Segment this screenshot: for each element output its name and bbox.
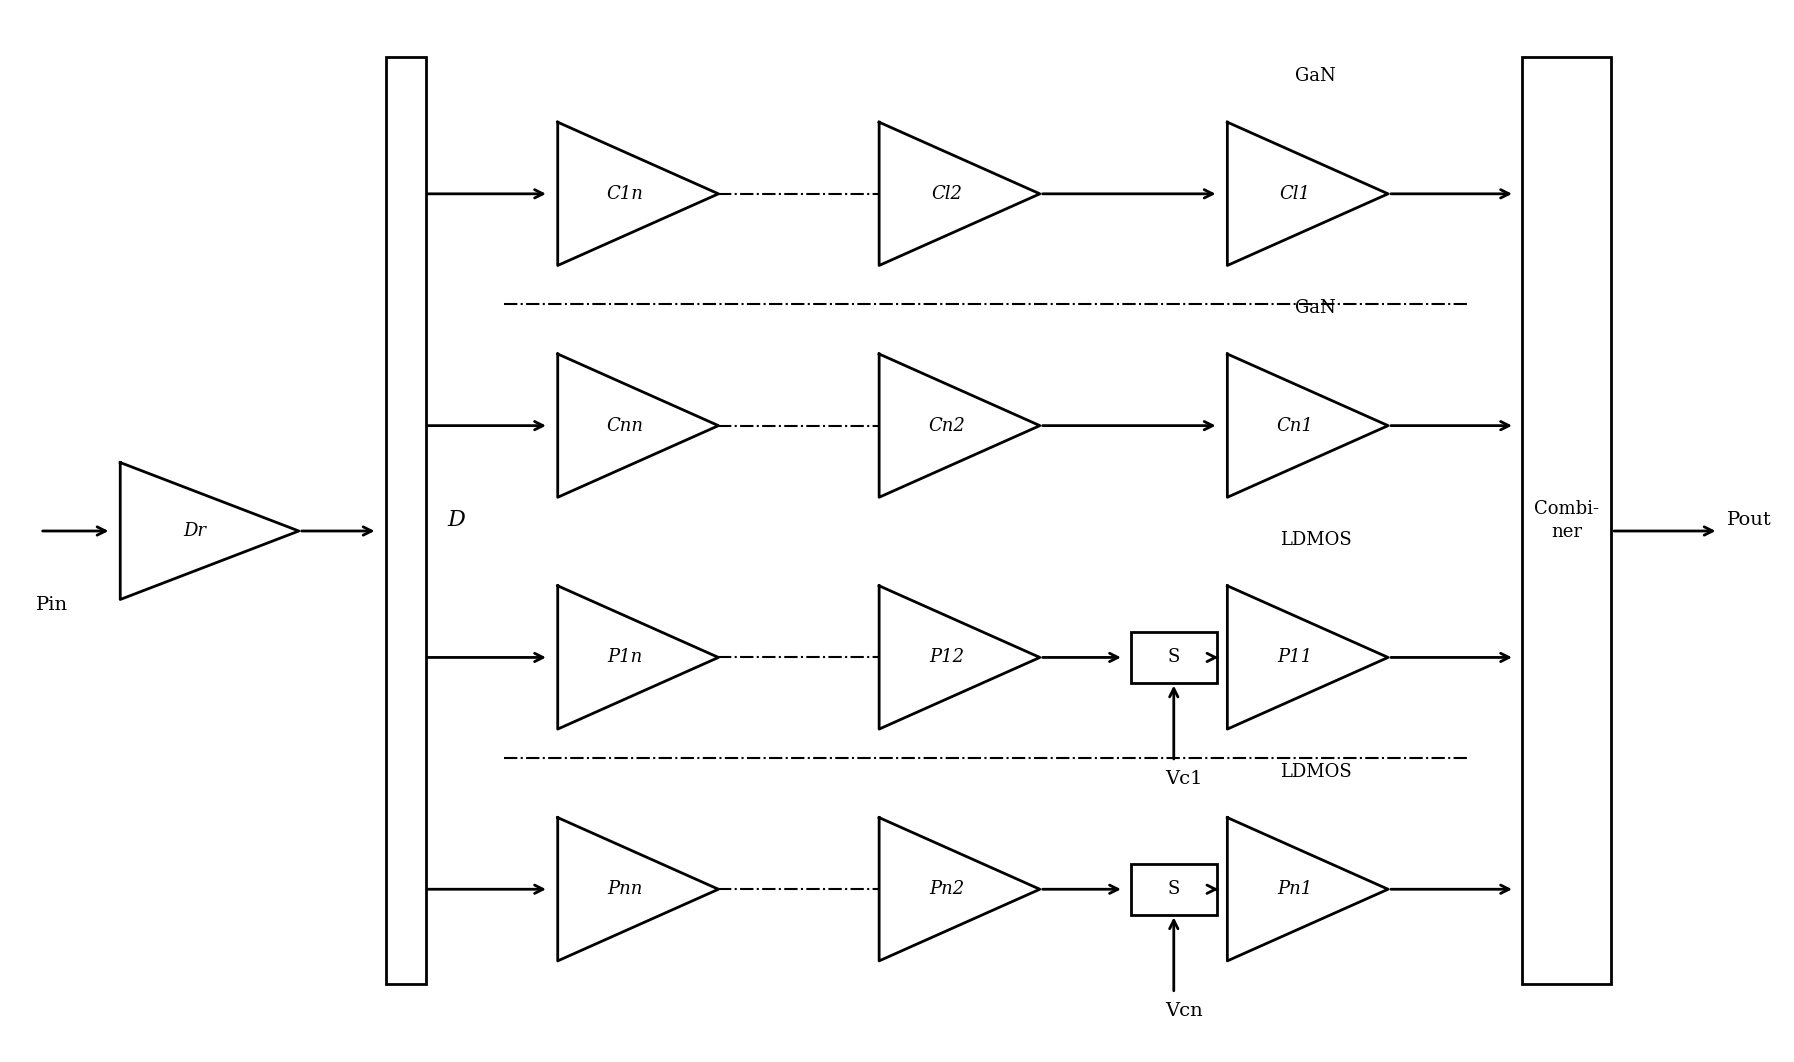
Text: Pin: Pin bbox=[36, 596, 68, 614]
Text: Dr: Dr bbox=[183, 523, 206, 539]
Text: S: S bbox=[1168, 649, 1180, 667]
Bar bbox=[1130, 864, 1216, 914]
Text: GaN: GaN bbox=[1295, 67, 1337, 85]
Bar bbox=[386, 57, 425, 984]
Text: P11: P11 bbox=[1277, 649, 1313, 667]
Text: Cl1: Cl1 bbox=[1279, 185, 1310, 203]
Text: LDMOS: LDMOS bbox=[1279, 531, 1351, 549]
Text: Pn2: Pn2 bbox=[929, 880, 963, 898]
Text: Vc1: Vc1 bbox=[1164, 770, 1202, 788]
Text: S: S bbox=[1168, 880, 1180, 898]
Text: Cl2: Cl2 bbox=[931, 185, 962, 203]
Text: P1n: P1n bbox=[608, 649, 642, 667]
Text: Pn1: Pn1 bbox=[1277, 880, 1313, 898]
Bar bbox=[1130, 632, 1216, 683]
Text: Cn2: Cn2 bbox=[927, 416, 965, 434]
Text: Combi-
ner: Combi- ner bbox=[1534, 499, 1598, 542]
Text: C1n: C1n bbox=[606, 185, 644, 203]
Text: P12: P12 bbox=[929, 649, 963, 667]
Text: Vcn: Vcn bbox=[1164, 1001, 1202, 1020]
Bar bbox=[1521, 57, 1611, 984]
Text: GaN: GaN bbox=[1295, 299, 1337, 318]
Text: D: D bbox=[447, 510, 465, 531]
Text: Pnn: Pnn bbox=[608, 880, 642, 898]
Text: Cn1: Cn1 bbox=[1276, 416, 1313, 434]
Text: Cnn: Cnn bbox=[606, 416, 644, 434]
Text: Pout: Pout bbox=[1728, 512, 1772, 530]
Text: LDMOS: LDMOS bbox=[1279, 763, 1351, 781]
